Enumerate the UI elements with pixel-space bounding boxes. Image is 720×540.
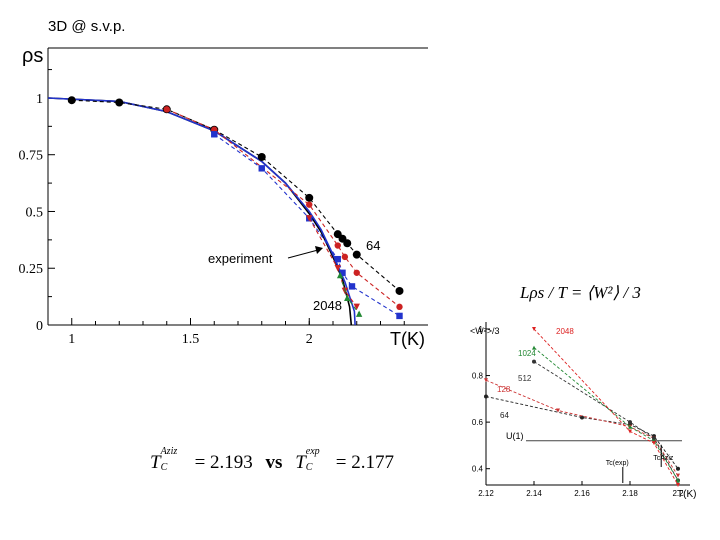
data-point <box>344 294 351 301</box>
inset-title: Lρs / T = ⟨W²⟩ / 3 <box>519 283 641 302</box>
inset-data-point <box>556 408 560 413</box>
data-point <box>334 255 341 263</box>
inset-series-label: 64 <box>500 411 509 420</box>
x-axis-label: T(K) <box>390 329 425 349</box>
theory-curve <box>47 97 356 326</box>
simulation-series-line <box>71 99 400 292</box>
inset-y-tick-label: 0.6 <box>472 418 484 427</box>
data-point <box>343 239 352 248</box>
inset-series-line <box>533 328 679 486</box>
formula-right-sub: C <box>305 462 313 473</box>
data-point <box>334 265 341 272</box>
inset-data-point <box>484 378 488 383</box>
inset-data-point <box>532 359 536 364</box>
inset-data-point <box>652 436 656 441</box>
annotation-2048: 2048 <box>313 298 342 313</box>
inset-data-point <box>628 429 632 434</box>
data-point <box>306 215 313 222</box>
y-tick-label: 0.75 <box>19 149 44 164</box>
annotation-experiment: experiment <box>208 251 273 266</box>
inset-x-tick-label: 2.14 <box>526 489 542 498</box>
inset-data-point <box>652 441 656 446</box>
formula-right-symbol: T <box>295 452 306 473</box>
data-point <box>305 193 314 202</box>
data-point <box>339 269 346 276</box>
inset-y-tick-label: 0.8 <box>472 372 484 381</box>
data-point <box>395 286 404 295</box>
inset-x-tick-label: 2.12 <box>478 489 494 498</box>
inset-series-label: 1024 <box>518 349 536 358</box>
inset-series-line <box>533 361 679 481</box>
data-point <box>352 250 361 259</box>
data-point <box>336 271 344 279</box>
y-tick-label: 0 <box>36 319 43 334</box>
slide-title: 3D @ s.v.p. <box>48 18 126 35</box>
simulation-series-line <box>308 218 358 308</box>
annotation-64: 64 <box>366 238 380 253</box>
inset-data-point <box>676 466 680 471</box>
annotation-arrow-head <box>315 246 323 254</box>
y-tick-label: 0.25 <box>19 262 44 277</box>
annotation-arrow-shaft <box>287 249 319 259</box>
inset-data-point <box>580 415 584 420</box>
inset-data-point <box>532 345 536 350</box>
inset-x-tick-label: 2.16 <box>574 489 590 498</box>
inset-series-label: 128 <box>497 385 511 394</box>
y-tick-label: 1 <box>36 92 43 107</box>
formula-right-sup: exp <box>305 446 320 457</box>
data-point <box>334 242 341 249</box>
data-point <box>396 303 403 311</box>
inset-data-point <box>628 420 632 425</box>
inset-y-tick-label: 0.4 <box>472 465 484 474</box>
inset-data-point <box>532 326 536 331</box>
inset-hline-label: U(1) <box>506 431 524 441</box>
data-point <box>355 310 363 317</box>
x-tick-label: 2 <box>306 332 313 347</box>
y-tick-label: 0.5 <box>26 205 44 220</box>
formula-vs: vs <box>265 452 283 473</box>
inset-x-tick-label: 2.2 <box>672 489 684 498</box>
y-axis-label: ρs <box>22 45 43 67</box>
inset-data-point <box>628 424 632 429</box>
inset-y-axis-label: <W²>/3 <box>470 326 500 336</box>
x-tick-label: 1 <box>68 332 75 347</box>
inset-x-axis-label: T(K) <box>677 489 696 500</box>
data-point <box>257 152 266 161</box>
formula-right-value: = 2.177 <box>335 452 394 473</box>
inset-x-tick-label: 2.18 <box>622 489 638 498</box>
inset-series-line <box>485 379 679 476</box>
inset-tc-exp-label: Tc(exp) <box>606 460 629 467</box>
data-point <box>211 131 218 138</box>
data-point <box>353 303 360 311</box>
formula-left-sup: Aziz <box>160 446 178 457</box>
inset-data-point <box>484 394 488 399</box>
inset-series-label: 2048 <box>556 327 574 336</box>
inset-data-point <box>676 478 680 483</box>
data-point <box>396 312 403 320</box>
x-tick-label: 1.5 <box>182 332 200 347</box>
inset-tc-aziz-label: TcAziz <box>653 455 674 462</box>
critical-temperature-formula: T Aziz C = 2.193 vs T exp C = 2.177 <box>150 446 394 474</box>
data-point <box>341 253 349 261</box>
inset-y-tick-label: 1 <box>479 325 484 334</box>
formula-left-sub: C <box>160 462 168 473</box>
data-point <box>348 283 356 290</box>
formula-left-symbol: T <box>150 452 161 473</box>
formula-left-value: = 2.193 <box>194 452 253 473</box>
inset-series-label: 512 <box>518 374 532 383</box>
inset-series-line <box>533 347 679 481</box>
data-point <box>258 165 265 172</box>
inset-data-point <box>676 473 680 478</box>
data-point <box>67 96 76 105</box>
data-point <box>115 98 124 107</box>
data-point <box>306 201 313 208</box>
data-point <box>353 269 360 276</box>
inset-data-point <box>676 483 680 487</box>
data-point <box>163 106 170 113</box>
